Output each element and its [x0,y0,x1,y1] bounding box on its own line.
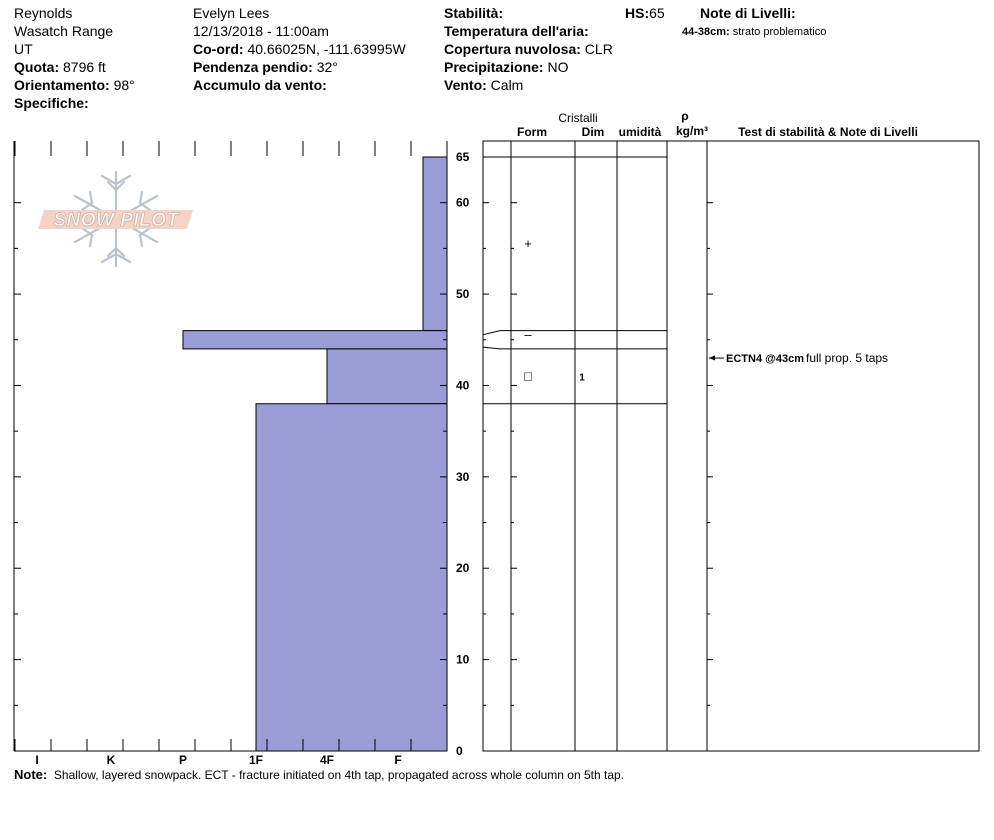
aspect-label: Orientamento: [14,77,110,93]
hardness-tick-label: 4F [320,753,334,767]
boundary-connector [482,330,501,336]
location-name: Reynolds [14,5,73,21]
crystal-table [482,140,980,752]
depth-tick-label: 0 [456,744,463,758]
aspect-value: 98° [113,77,135,93]
depth-tick-label: 65 [456,150,470,164]
coord-value: 40.66025N, -111.63995W [247,41,406,57]
wind-label: Vento: [444,77,487,93]
hardness-tick-label: F [394,753,401,767]
depth-tick-label: 40 [456,378,470,392]
note-label: Note: [14,767,48,782]
range-name: Wasatch Range [14,23,114,39]
hardness-layer-bar [326,348,448,405]
layer-note-range: 44-38cm: [682,26,730,38]
rho-header: ρ [681,109,688,123]
wind-row: Vento: Calm [444,76,613,94]
note-text: Shallow, layered snowpack. ECT - fractur… [53,768,624,782]
stability-label: Stabilità: [444,5,504,21]
hs-value: 65 [649,5,665,21]
precip-label: Precipitazione: [444,59,544,75]
layer-note-text: strato problematico [732,26,827,38]
slope-label: Pendenza pendio: [193,59,313,75]
hardness-axis: I K P 1F 4F F [14,141,412,767]
form-header: Form [517,125,547,139]
grain-form-symbol: + [524,236,532,251]
header-col-location: Reynolds Wasatch Range UT Quota: 8796 ft… [14,4,135,112]
hardness-layer-bar [255,403,448,752]
logo-text: SNOW PILOT [53,210,179,231]
aspect-row: Orientamento: 98° [14,76,135,94]
hardness-tick-label: 1F [249,753,263,767]
logo-banner [38,210,193,229]
density-unit-header: kg/m³ [676,124,708,138]
coord-row: Co-ord: 40.66025N, -111.63995W [193,40,406,58]
state-name: UT [14,41,33,57]
precip-row: Precipitazione: NO [444,58,613,76]
grain-form-symbol: – [524,327,532,342]
slope-row: Pendenza pendio: 32° [193,58,406,76]
header-col-conditions: Stabilità: Temperatura dell'aria: Copert… [444,4,613,94]
slope-value: 32° [316,59,338,75]
cloud-label: Copertura nuvolosa: [444,41,581,57]
table-frame [482,140,980,752]
snow-pilot-logo: SNOW PILOT [38,170,193,268]
layer-note-row: 44-38cm: strato problematico [682,23,826,41]
elevation-value: 8796 ft [63,59,106,75]
hardness-tick-label: K [107,753,116,767]
hs-row: HS:65 [625,4,665,22]
wind-loading-row: Accumulo da vento: [193,76,406,94]
air-temp-row: Temperatura dell'aria: [444,22,613,40]
wind-value: Calm [490,77,524,93]
depth-tick-label: 10 [456,653,470,667]
wind-loading-label: Accumulo da vento: [193,77,327,93]
layer-notes-label: Note di Livelli: [700,5,796,21]
cloud-value: CLR [584,41,613,57]
stability-tests: ECTN4 @43cm full prop. 5 taps [709,351,888,365]
table-headers: Cristalli Form Dim umidità ρ kg/m³ Test … [517,109,918,139]
moisture-header: umidità [619,125,662,139]
crystals-header: Cristalli [558,111,597,125]
hardness-layer-bar [182,330,448,350]
stability-tests-header: Test di stabilità & Note di Livelli [738,125,918,139]
hardness-tick-label: P [179,753,187,767]
coord-label: Co-ord: [193,41,244,57]
observation-datetime: 12/13/2018 - 11:00am [193,23,329,39]
specifics-row: Specifiche: [14,94,135,112]
depth-axis: 0 10 20 30 40 50 60 65 [14,150,470,758]
test-arrow-head [709,355,715,361]
cloud-row: Copertura nuvolosa: CLR [444,40,613,58]
stability-row: Stabilità: [444,4,613,22]
hardness-layer-bar [422,156,448,332]
depth-tick-label: 20 [456,561,470,575]
hardness-tick-label: I [35,753,38,767]
observer-name: Evelyn Lees [193,5,270,21]
test-comment: full prop. 5 taps [806,351,888,365]
hs-label: HS: [625,5,650,21]
depth-tick-label: 50 [456,287,470,301]
size-header: Dim [582,125,605,139]
depth-tick-label: 30 [456,470,470,484]
elevation-label: Quota: [14,59,60,75]
grain-size-label: 1 [579,372,585,383]
hardness-layers [182,156,448,752]
header-col-observer: Evelyn Lees 12/13/2018 - 11:00am Co-ord:… [193,4,406,94]
boundary-connector [482,346,501,350]
air-temp-label: Temperatura dell'aria: [444,23,589,39]
layer-notes-title-row: Note di Livelli: [700,4,796,22]
note-row: Note: Shallow, layered snowpack. ECT - f… [14,766,624,784]
specifics-label: Specifiche: [14,95,89,111]
precip-value: NO [547,59,569,75]
grain-form-symbol: □ [524,368,532,383]
test-code: ECTN4 @43cm [726,353,804,365]
grain-marks: + – □ 1 [524,236,585,384]
elevation-row: Quota: 8796 ft [14,58,135,76]
depth-tick-label: 60 [456,196,470,210]
